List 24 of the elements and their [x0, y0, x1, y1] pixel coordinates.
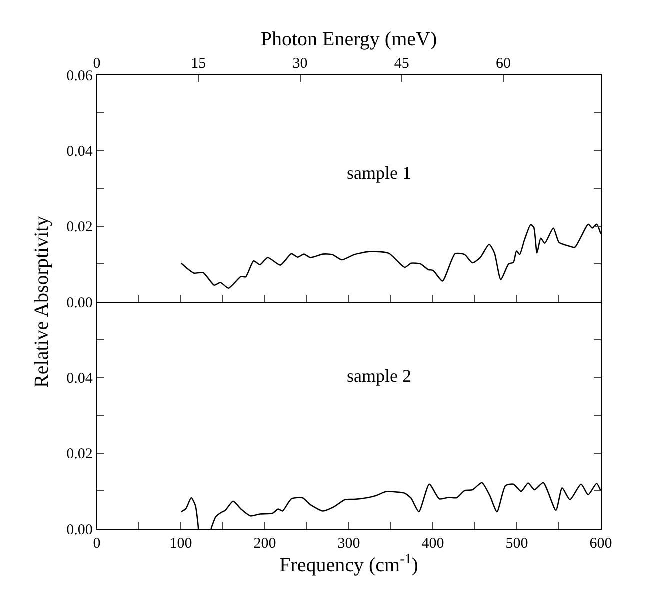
x2-tick-label: 0 [93, 56, 101, 72]
y-tick-label: 0.02 [66, 220, 93, 236]
annotation: sample 2 [347, 366, 412, 386]
y-tick-label: 0.00 [66, 295, 93, 312]
x-tick-label: 100 [170, 536, 192, 552]
x2-axis-title: Photon Energy (meV) [260, 28, 438, 50]
y-tick-label: 0.04 [66, 144, 94, 160]
x-tick-label: 300 [338, 536, 360, 552]
x-tick-label: 0 [93, 536, 101, 552]
y-tick-label: 0.02 [66, 446, 93, 463]
x2-tick-label: 45 [394, 56, 410, 72]
y-axis-title: Relative Absorptivity [30, 216, 53, 388]
x2-tick-label: 15 [191, 56, 206, 72]
x-tick-label: 600 [590, 536, 612, 552]
x-axis-title: Frequency (cm$^{-1}$) [280, 552, 418, 577]
x2-tick-label: 60 [496, 56, 512, 72]
x-tick-label: 400 [422, 536, 444, 552]
annotation: sample 1 [347, 163, 412, 183]
y-tick-label: 0.04 [66, 370, 94, 387]
x-tick-label: 200 [254, 536, 276, 552]
y-tick-label: 0.06 [66, 68, 94, 84]
x2-tick-label: 30 [292, 56, 308, 72]
y-tick-label: 0.00 [66, 522, 93, 538]
x-tick-label: 500 [506, 536, 528, 552]
